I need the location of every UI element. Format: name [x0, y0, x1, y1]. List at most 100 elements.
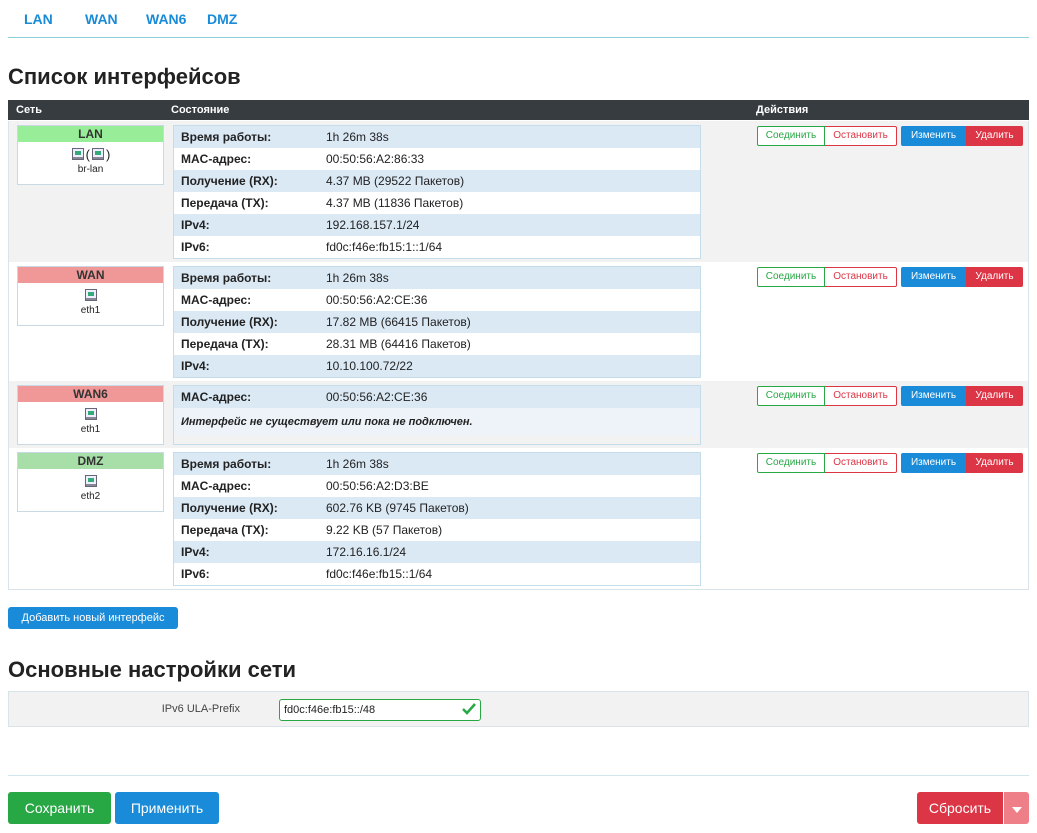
- status-row: IPv4: 192.168.157.1/24: [174, 214, 700, 236]
- apply-button[interactable]: Применить: [115, 792, 219, 824]
- status-row: MAC-адрес: 00:50:56:A2:86:33: [174, 148, 700, 170]
- tab[interactable]: WAN: [85, 11, 118, 27]
- reset-dropdown[interactable]: [1004, 792, 1029, 824]
- status-value: 17.82 MB (66415 Пакетов): [326, 315, 471, 329]
- network-box: LAN() br-lan: [17, 125, 164, 185]
- network-box: WAN6 eth1: [17, 385, 164, 445]
- status-row: IPv6: fd0c:f46e:fb15::1/64: [174, 563, 700, 585]
- stop-button[interactable]: Остановить: [825, 267, 897, 287]
- actions: Соединить Остановить Изменить Удалить: [757, 453, 1023, 473]
- status-value: fd0c:f46e:fb15:1::1/64: [326, 240, 443, 254]
- status-label: Время работы:: [181, 457, 272, 471]
- caret: [1011, 807, 1022, 813]
- add-interface-button[interactable]: Добавить новый интерфейс: [8, 607, 178, 629]
- status-label: IPv4:: [181, 218, 210, 232]
- stop-button[interactable]: Остановить: [825, 126, 897, 146]
- bracket: ): [106, 146, 111, 162]
- save-button[interactable]: Сохранить: [8, 792, 111, 824]
- connect-button[interactable]: Соединить: [757, 453, 825, 473]
- icons: [18, 402, 163, 424]
- status-value: 1h 26m 38s: [326, 271, 389, 285]
- status-row: Передача (TX): 28.31 MB (64416 Пакетов): [174, 333, 700, 355]
- status-row: IPv6: fd0c:f46e:fb15:1::1/64: [174, 236, 700, 258]
- status-value: 1h 26m 38s: [326, 130, 389, 144]
- status-label: MAC-адрес:: [181, 390, 252, 404]
- device-name: eth1: [80, 424, 101, 435]
- status-row: Получение (RX): 17.82 MB (66415 Пакетов): [174, 311, 700, 333]
- reset-button[interactable]: Сбросить: [917, 792, 1003, 824]
- interface-row: WAN6 eth1 MAC-адрес: 00:50:56:A2:CE:36 Интер…: [9, 381, 1028, 448]
- status-value: 4.37 MB (11836 Пакетов): [326, 196, 464, 210]
- tab[interactable]: WAN6: [146, 11, 187, 27]
- device-name: eth1: [80, 305, 101, 316]
- edit-button[interactable]: Изменить: [901, 267, 966, 287]
- device-name: br-lan: [77, 164, 104, 175]
- section-title: Список интерфейсов: [8, 64, 241, 89]
- status-table: Время работы: 1h 26m 38s MAC-адрес: 00:50:5…: [173, 125, 701, 259]
- status-table: Время работы: 1h 26m 38s MAC-адрес: 00:50:5…: [173, 452, 701, 586]
- status-row: IPv4: 10.10.100.72/22: [174, 355, 700, 377]
- divider: [8, 775, 1029, 776]
- status-row: MAC-адрес: 00:50:56:A2:D3:BE: [174, 475, 700, 497]
- status-label: Время работы:: [181, 130, 272, 144]
- status-label: Получение (RX):: [181, 315, 278, 329]
- settings-title: Основные настройки сети: [8, 657, 297, 682]
- delete-button[interactable]: Удалить: [966, 386, 1023, 406]
- port-icon: [84, 289, 97, 301]
- edit-button[interactable]: Изменить: [901, 453, 966, 473]
- status-row: MAC-адрес: 00:50:56:A2:CE:36: [174, 386, 700, 408]
- status-row: Передача (TX): 9.22 KB (57 Пакетов): [174, 519, 700, 541]
- delete-button[interactable]: Удалить: [966, 126, 1023, 146]
- status-note: Интерфейс не существует или пока не подк…: [174, 408, 700, 436]
- status-value: 192.168.157.1/24: [326, 218, 420, 232]
- status-row: MAC-адрес: 00:50:56:A2:CE:36: [174, 289, 700, 311]
- port-icon: [84, 475, 97, 487]
- status-label: MAC-адрес:: [181, 293, 252, 307]
- actions: Соединить Остановить Изменить Удалить: [757, 386, 1023, 406]
- status-value: 602.76 KB (9745 Пакетов): [326, 501, 469, 515]
- status-row: Время работы: 1h 26m 38s: [174, 267, 700, 289]
- status-value: 00:50:56:A2:CE:36: [326, 390, 428, 404]
- actions: Соединить Остановить Изменить Удалить: [757, 126, 1023, 146]
- delete-button[interactable]: Удалить: [966, 453, 1023, 473]
- status-label: IPv6:: [181, 567, 210, 581]
- status-row: Получение (RX): 4.37 MB (29522 Пакетов): [174, 170, 700, 192]
- device-name: eth2: [80, 491, 101, 502]
- tab[interactable]: DMZ: [207, 11, 238, 27]
- status-label: Время работы:: [181, 271, 272, 285]
- delete-button[interactable]: Удалить: [966, 267, 1023, 287]
- stop-button[interactable]: Остановить: [825, 453, 897, 473]
- connect-button[interactable]: Соединить: [757, 267, 825, 287]
- settings-panel: IPv6 ULA-Prefix fd0c:f46e:fb15::/48: [8, 691, 1029, 727]
- status-value: 1h 26m 38s: [326, 457, 389, 471]
- tab[interactable]: LAN: [24, 11, 53, 27]
- input-value: fd0c:f46e:fb15::/48: [284, 704, 376, 716]
- icons: [18, 469, 163, 491]
- status-value: 00:50:56:A2:D3:BE: [326, 479, 429, 493]
- status-value: 00:50:56:A2:86:33: [326, 152, 425, 166]
- status-value: 9.22 KB (57 Пакетов): [326, 523, 443, 537]
- field-label: IPv6 ULA-Prefix: [161, 703, 240, 715]
- status-label: Получение (RX):: [181, 174, 278, 188]
- actions: Соединить Остановить Изменить Удалить: [757, 267, 1023, 287]
- stop-button[interactable]: Остановить: [825, 386, 897, 406]
- icons: (): [18, 142, 163, 164]
- network-name: WAN: [18, 267, 163, 283]
- interface-table: LAN() br-lan Время работы: 1h 26m 38s MAC-ад…: [8, 121, 1029, 590]
- ula-prefix-input[interactable]: fd0c:f46e:fb15::/48: [279, 699, 481, 721]
- edit-button[interactable]: Изменить: [901, 386, 966, 406]
- network-name: WAN6: [18, 386, 163, 402]
- status-row: IPv4: 172.16.16.1/24: [174, 541, 700, 563]
- network-box: WAN eth1: [17, 266, 164, 326]
- connect-button[interactable]: Соединить: [757, 386, 825, 406]
- network-name: DMZ: [18, 453, 163, 469]
- port-icon: [92, 148, 104, 160]
- header-cell: Состояние: [171, 104, 230, 116]
- bracket: (: [85, 146, 90, 162]
- valid-check: [462, 703, 476, 715]
- edit-button[interactable]: Изменить: [901, 126, 966, 146]
- connect-button[interactable]: Соединить: [757, 126, 825, 146]
- header-cell: Действия: [756, 104, 809, 116]
- table-header: Сеть Состояние Действия: [8, 100, 1029, 120]
